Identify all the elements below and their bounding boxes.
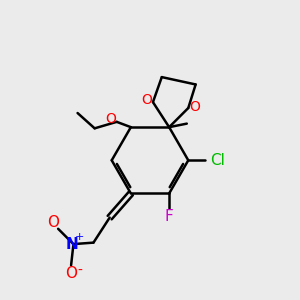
Text: F: F — [165, 209, 173, 224]
Text: Cl: Cl — [210, 153, 225, 168]
Text: N: N — [66, 237, 78, 252]
Text: O: O — [141, 93, 152, 107]
Text: O: O — [65, 266, 77, 281]
Text: O: O — [105, 112, 116, 126]
Text: +: + — [75, 232, 85, 242]
Text: -: - — [77, 264, 83, 278]
Text: O: O — [47, 215, 59, 230]
Text: O: O — [189, 100, 200, 113]
